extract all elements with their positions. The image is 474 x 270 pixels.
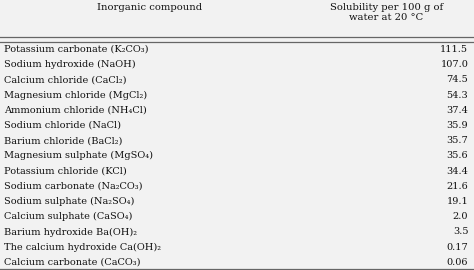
Text: Magnesium chloride (MgCl₂): Magnesium chloride (MgCl₂) xyxy=(4,90,147,100)
Text: 54.3: 54.3 xyxy=(447,91,468,100)
Text: Calcium carbonate (CaCO₃): Calcium carbonate (CaCO₃) xyxy=(4,258,140,267)
Text: 21.6: 21.6 xyxy=(447,182,468,191)
Text: Sodium carbonate (Na₂CO₃): Sodium carbonate (Na₂CO₃) xyxy=(4,182,142,191)
Text: 19.1: 19.1 xyxy=(447,197,468,206)
Text: The calcium hydroxide Ca(OH)₂: The calcium hydroxide Ca(OH)₂ xyxy=(4,243,161,252)
Text: Solubility per 100 g of
water at 20 °C: Solubility per 100 g of water at 20 °C xyxy=(330,3,443,22)
Text: Calcium sulphate (CaSO₄): Calcium sulphate (CaSO₄) xyxy=(4,212,132,221)
Text: 34.4: 34.4 xyxy=(447,167,468,176)
Text: 107.0: 107.0 xyxy=(440,60,468,69)
Text: 2.0: 2.0 xyxy=(453,212,468,221)
Text: Sodium sulphate (Na₂SO₄): Sodium sulphate (Na₂SO₄) xyxy=(4,197,134,206)
Text: 0.06: 0.06 xyxy=(447,258,468,267)
Text: 35.9: 35.9 xyxy=(447,121,468,130)
Text: 74.5: 74.5 xyxy=(447,75,468,85)
Text: 35.6: 35.6 xyxy=(447,151,468,160)
Text: Potassium carbonate (K₂CO₃): Potassium carbonate (K₂CO₃) xyxy=(4,45,148,54)
Text: 0.17: 0.17 xyxy=(447,243,468,252)
Text: Sodium chloride (NaCl): Sodium chloride (NaCl) xyxy=(4,121,121,130)
Text: 111.5: 111.5 xyxy=(440,45,468,54)
Text: Potassium chloride (KCl): Potassium chloride (KCl) xyxy=(4,167,127,176)
Text: 3.5: 3.5 xyxy=(453,227,468,237)
Text: Inorganic compound: Inorganic compound xyxy=(97,3,202,12)
Text: Barium hydroxide Ba(OH)₂: Barium hydroxide Ba(OH)₂ xyxy=(4,227,137,237)
Text: Sodium hydroxide (NaOH): Sodium hydroxide (NaOH) xyxy=(4,60,136,69)
Text: 35.7: 35.7 xyxy=(447,136,468,145)
Text: Magnesium sulphate (MgSO₄): Magnesium sulphate (MgSO₄) xyxy=(4,151,153,160)
Text: Barium chloride (BaCl₂): Barium chloride (BaCl₂) xyxy=(4,136,122,145)
Text: 37.4: 37.4 xyxy=(447,106,468,115)
Text: Calcium chloride (CaCl₂): Calcium chloride (CaCl₂) xyxy=(4,75,126,85)
Text: Ammonium chloride (NH₄Cl): Ammonium chloride (NH₄Cl) xyxy=(4,106,146,115)
